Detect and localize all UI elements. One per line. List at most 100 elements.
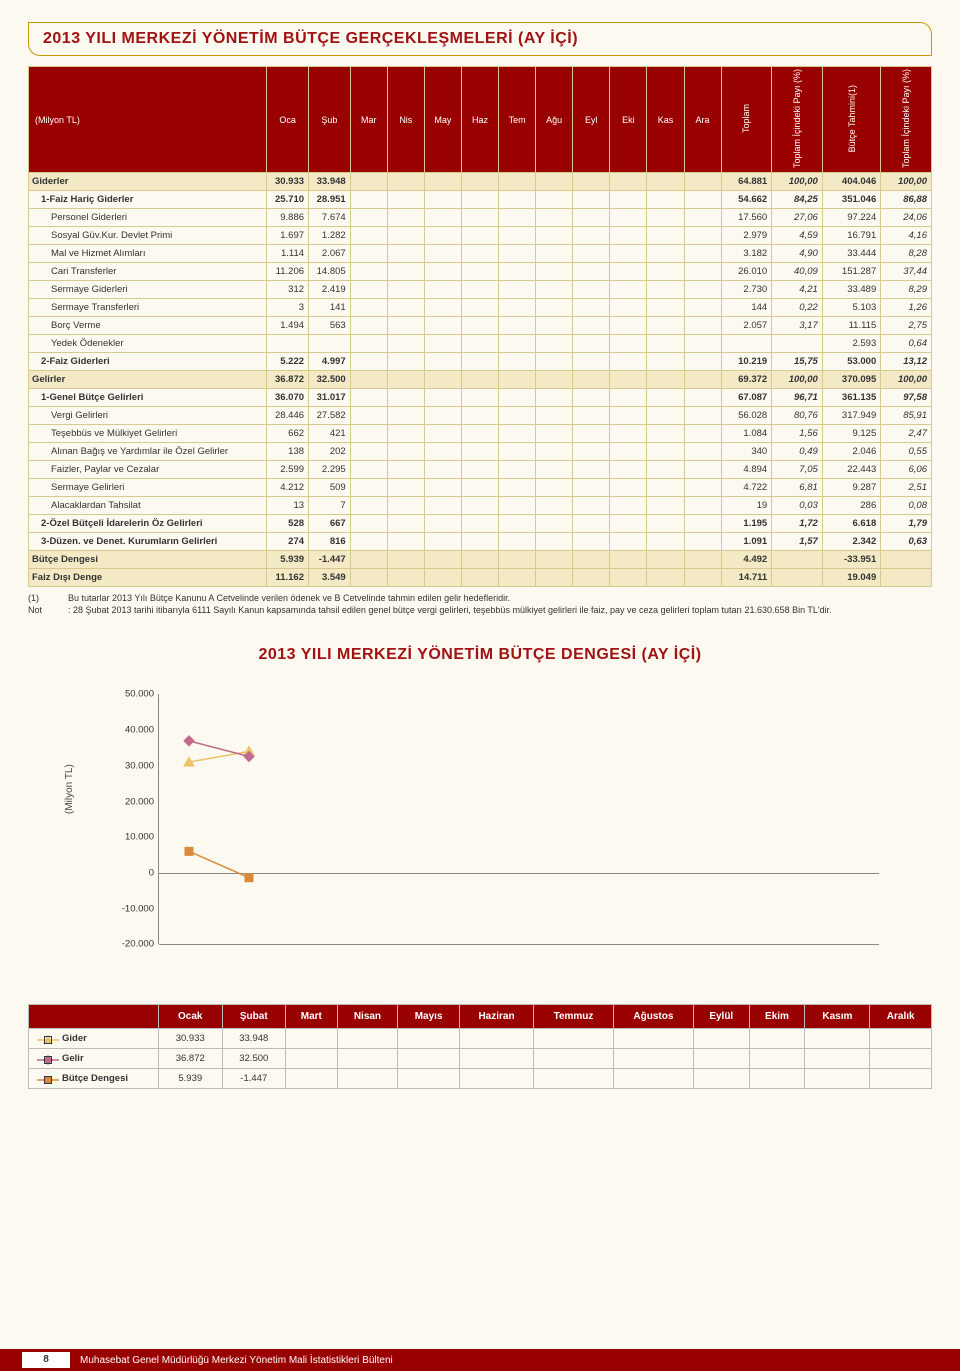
cell bbox=[684, 407, 721, 425]
table-row: Teşebbüs ve Mülkiyet Gelirleri6624211.08… bbox=[29, 425, 932, 443]
chart-cell bbox=[613, 1069, 693, 1089]
cell bbox=[573, 407, 610, 425]
cell bbox=[684, 209, 721, 227]
cell bbox=[610, 497, 647, 515]
cell bbox=[684, 281, 721, 299]
chart-cell bbox=[805, 1069, 870, 1089]
cell bbox=[536, 497, 573, 515]
cell bbox=[536, 515, 573, 533]
chart-cell bbox=[337, 1069, 398, 1089]
chart-col: Ekim bbox=[749, 1005, 805, 1029]
cell bbox=[350, 353, 387, 371]
cell bbox=[647, 515, 684, 533]
chart-cell bbox=[805, 1029, 870, 1049]
row-label: Borç Verme bbox=[29, 317, 267, 335]
cell bbox=[573, 515, 610, 533]
legend-label: Bütçe Dengesi bbox=[62, 1073, 128, 1084]
cell: 5.939 bbox=[267, 551, 309, 569]
cell bbox=[461, 191, 498, 209]
cell: 370.095 bbox=[822, 371, 880, 389]
row-label: Personel Giderleri bbox=[29, 209, 267, 227]
col-ara: Ara bbox=[684, 67, 721, 173]
chart-title: 2013 YILI MERKEZİ YÖNETİM BÜTÇE DENGESİ … bbox=[28, 646, 932, 664]
cell bbox=[573, 569, 610, 587]
cell: 3,17 bbox=[772, 317, 823, 335]
cell: 33.489 bbox=[822, 281, 880, 299]
chart-cell bbox=[398, 1049, 460, 1069]
col-agu: Ağu bbox=[536, 67, 573, 173]
cell bbox=[461, 371, 498, 389]
cell bbox=[350, 515, 387, 533]
cell: 17.560 bbox=[721, 209, 772, 227]
cell bbox=[610, 479, 647, 497]
cell: 67.087 bbox=[721, 389, 772, 407]
cell bbox=[573, 191, 610, 209]
cell: 33.444 bbox=[822, 245, 880, 263]
chart-cell: 30.933 bbox=[159, 1029, 223, 1049]
cell: 3.182 bbox=[721, 245, 772, 263]
cell: 4.997 bbox=[309, 353, 351, 371]
cell bbox=[387, 371, 424, 389]
cell: 1.114 bbox=[267, 245, 309, 263]
cell bbox=[424, 407, 461, 425]
row-label: Teşebbüs ve Mülkiyet Gelirleri bbox=[29, 425, 267, 443]
chart-cell bbox=[749, 1029, 805, 1049]
cell bbox=[647, 407, 684, 425]
col-label: (Milyon TL) bbox=[29, 67, 267, 173]
cell: 9.125 bbox=[822, 425, 880, 443]
chart-cell bbox=[534, 1049, 614, 1069]
cell bbox=[461, 317, 498, 335]
cell bbox=[684, 533, 721, 551]
cell bbox=[610, 335, 647, 353]
cell bbox=[461, 299, 498, 317]
cell: 2.046 bbox=[822, 443, 880, 461]
cell bbox=[573, 209, 610, 227]
cell: 13,12 bbox=[881, 353, 932, 371]
cell bbox=[424, 371, 461, 389]
cell: 4,90 bbox=[772, 245, 823, 263]
cell bbox=[461, 281, 498, 299]
cell bbox=[610, 299, 647, 317]
row-label: Giderler bbox=[29, 173, 267, 191]
cell: 1,79 bbox=[881, 515, 932, 533]
cell bbox=[499, 479, 536, 497]
cell bbox=[424, 533, 461, 551]
row-label: 1-Genel Bütçe Gelirleri bbox=[29, 389, 267, 407]
cell: 11.162 bbox=[267, 569, 309, 587]
cell: 7,05 bbox=[772, 461, 823, 479]
cell bbox=[461, 533, 498, 551]
col-mar: Mar bbox=[350, 67, 387, 173]
cell bbox=[350, 551, 387, 569]
cell bbox=[684, 569, 721, 587]
cell bbox=[461, 245, 498, 263]
cell bbox=[424, 443, 461, 461]
cell bbox=[536, 281, 573, 299]
footer-text: Muhasebat Genel Müdürlüğü Merkezi Yöneti… bbox=[80, 1355, 393, 1366]
cell: 16.791 bbox=[822, 227, 880, 245]
cell bbox=[499, 227, 536, 245]
table-row: Sermaye Transferleri31411440,225.1031,26 bbox=[29, 299, 932, 317]
cell: 100,00 bbox=[881, 371, 932, 389]
cell: 86,88 bbox=[881, 191, 932, 209]
cell bbox=[647, 497, 684, 515]
chart-cell bbox=[534, 1029, 614, 1049]
table-row: Faizler, Paylar ve Cezalar2.5992.2954.89… bbox=[29, 461, 932, 479]
chart-cell: 33.948 bbox=[222, 1029, 286, 1049]
cell bbox=[424, 227, 461, 245]
row-label: Cari Transferler bbox=[29, 263, 267, 281]
row-label: 1-Faiz Hariç Giderler bbox=[29, 191, 267, 209]
cell bbox=[881, 569, 932, 587]
cell: 97.224 bbox=[822, 209, 880, 227]
cell bbox=[350, 443, 387, 461]
chart-cell bbox=[534, 1069, 614, 1089]
chart-plot-area: 50.00040.00030.00020.00010.0000-10.000-2… bbox=[158, 694, 878, 944]
chart-col: Mart bbox=[286, 1005, 338, 1029]
cell bbox=[350, 245, 387, 263]
cell: 24,06 bbox=[881, 209, 932, 227]
cell bbox=[647, 245, 684, 263]
cell bbox=[647, 335, 684, 353]
cell bbox=[881, 551, 932, 569]
row-label: Faizler, Paylar ve Cezalar bbox=[29, 461, 267, 479]
cell bbox=[499, 317, 536, 335]
cell: 0,63 bbox=[881, 533, 932, 551]
